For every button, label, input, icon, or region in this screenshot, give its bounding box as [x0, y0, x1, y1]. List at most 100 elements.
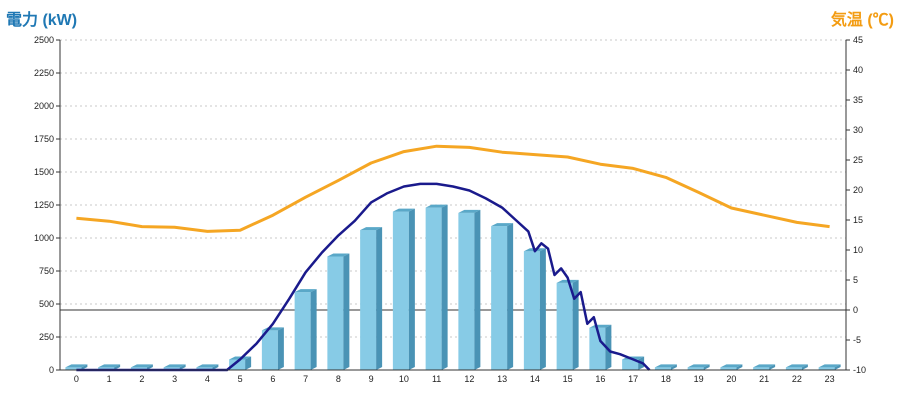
bar [425, 204, 448, 370]
bar-face [392, 211, 409, 370]
right-tick-label: 20 [853, 185, 863, 195]
bar-side [146, 364, 153, 370]
bar-face [491, 226, 508, 370]
bar-side [834, 364, 841, 370]
x-tick-label: 14 [530, 374, 540, 384]
bar-top [785, 364, 808, 368]
x-tick-label: 3 [172, 374, 177, 384]
bar-layer [65, 204, 841, 370]
x-tick-label: 17 [628, 374, 638, 384]
x-tick-label: 18 [661, 374, 671, 384]
bar-top [130, 364, 153, 368]
bar [65, 364, 88, 370]
left-tick-label: 1500 [34, 167, 54, 177]
bar [523, 248, 546, 370]
x-tick-label: 9 [369, 374, 374, 384]
bar-side [703, 364, 710, 370]
x-tick-label: 0 [74, 374, 79, 384]
line-layer [76, 144, 830, 372]
bar-face [556, 282, 573, 370]
bar-side [441, 204, 448, 370]
bar [327, 253, 350, 370]
bar-side [736, 364, 743, 370]
bar-face [818, 367, 835, 370]
power-line [76, 182, 651, 372]
bar [818, 364, 841, 370]
bar-face [687, 367, 704, 370]
bar-face [753, 367, 770, 370]
bar [720, 364, 743, 370]
bar-side [179, 364, 186, 370]
x-tick-label: 6 [270, 374, 275, 384]
bar-side [474, 209, 481, 370]
bar-face [785, 367, 802, 370]
left-tick-label: 0 [49, 365, 54, 375]
bar-face [98, 367, 115, 370]
bar [687, 364, 710, 370]
bar-face [294, 292, 311, 370]
bar-top [458, 209, 481, 213]
left-tick-label: 2250 [34, 68, 54, 78]
bar-side [507, 223, 514, 370]
bar-side [769, 364, 776, 370]
bar-side [539, 248, 546, 370]
right-tick-label: 45 [853, 35, 863, 45]
bar-top [818, 364, 841, 368]
x-tick-label: 5 [238, 374, 243, 384]
bar-top [425, 204, 448, 208]
bar-top [98, 364, 121, 368]
left-tick-label: 750 [39, 266, 54, 276]
bar-top [491, 223, 514, 227]
bar-side [212, 364, 219, 370]
bar [654, 364, 677, 370]
left-axis-title: 電力 (kW) [6, 12, 78, 29]
bar-top [720, 364, 743, 368]
right-tick-label: 40 [853, 65, 863, 75]
bar-face [589, 327, 606, 370]
bar-face [327, 256, 344, 370]
bar-side [408, 208, 415, 370]
bar-side [343, 253, 350, 370]
bar [491, 223, 514, 370]
bar-top [294, 289, 317, 293]
right-tick-label: 15 [853, 215, 863, 225]
x-tick-label: 22 [792, 374, 802, 384]
bar-face [622, 359, 639, 370]
bar-face [458, 212, 475, 370]
x-tick-label: 13 [497, 374, 507, 384]
bar-side [572, 279, 579, 370]
bar-side [605, 324, 612, 370]
bar-side [376, 227, 383, 370]
bar-side [670, 364, 677, 370]
right-tick-label: -10 [853, 365, 866, 375]
axis-layer: 02505007501000125015001750200022502500-1… [34, 35, 866, 384]
bar-face [229, 359, 246, 370]
bar-face [523, 251, 540, 370]
bar-side [310, 289, 317, 370]
temperature-line [76, 144, 830, 233]
right-tick-label: 5 [853, 275, 858, 285]
x-tick-label: 2 [139, 374, 144, 384]
bar-top [196, 364, 219, 368]
bar [98, 364, 121, 370]
x-tick-label: 21 [759, 374, 769, 384]
x-tick-label: 12 [464, 374, 474, 384]
right-tick-label: -5 [853, 335, 861, 345]
bar [163, 364, 186, 370]
bar-face [425, 207, 442, 370]
left-tick-label: 2500 [34, 35, 54, 45]
bar-face [65, 367, 82, 370]
left-tick-label: 1250 [34, 200, 54, 210]
x-tick-label: 10 [399, 374, 409, 384]
bar-face [196, 367, 213, 370]
x-tick-label: 20 [726, 374, 736, 384]
left-tick-label: 2000 [34, 101, 54, 111]
bar-top [360, 227, 383, 231]
bar-face [261, 330, 278, 370]
x-tick-label: 16 [595, 374, 605, 384]
x-tick-label: 8 [336, 374, 341, 384]
bar [458, 209, 481, 370]
x-tick-label: 1 [107, 374, 112, 384]
bar-face [360, 230, 377, 370]
